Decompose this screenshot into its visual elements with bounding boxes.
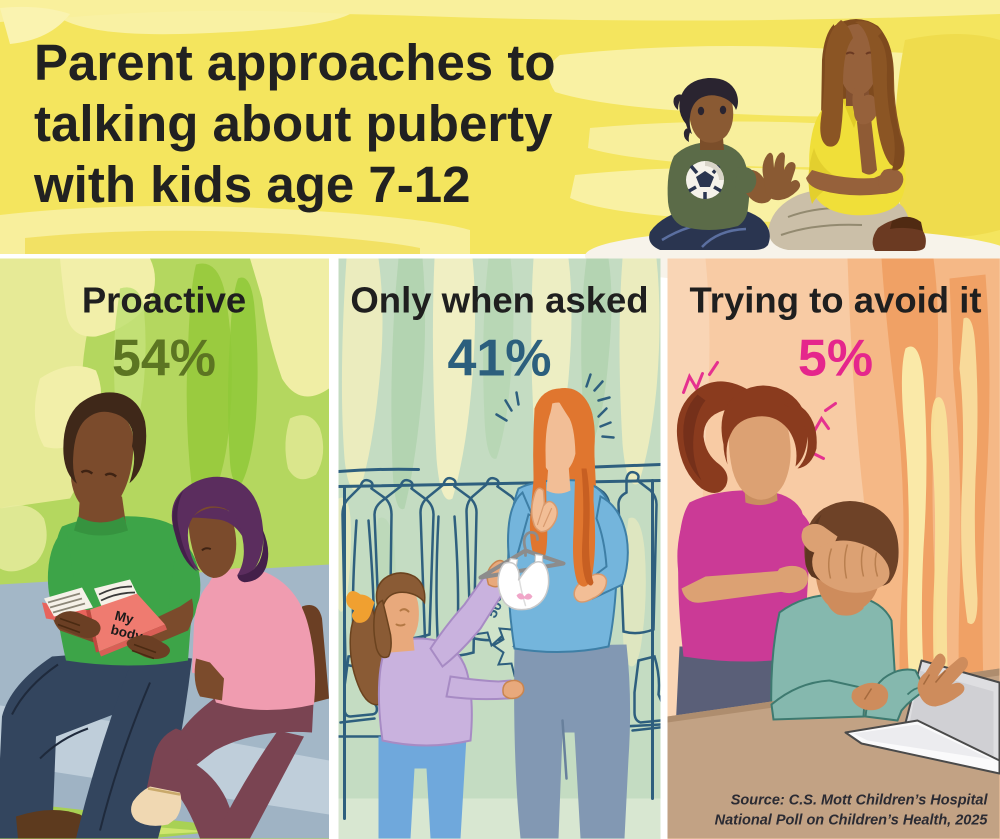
svg-text:5%: 5%: [798, 330, 873, 388]
svg-text:41%: 41%: [447, 330, 551, 388]
svg-text:Proactive: Proactive: [82, 280, 246, 321]
svg-text:Source: C.S. Mott Children’s H: Source: C.S. Mott Children’s Hospital: [731, 793, 989, 809]
svg-text:Only when asked: Only when asked: [350, 280, 648, 321]
svg-text:Trying to avoid it: Trying to avoid it: [689, 280, 981, 321]
svg-text:Parent approaches to: Parent approaches to: [34, 34, 555, 91]
svg-text:54%: 54%: [112, 330, 216, 388]
svg-text:talking about puberty: talking about puberty: [34, 95, 553, 152]
svg-text:with kids age 7-12: with kids age 7-12: [33, 156, 471, 213]
svg-text:National Poll on Children’s He: National Poll on Children’s Health, 2025: [715, 813, 989, 829]
svg-text:My: My: [113, 608, 135, 627]
